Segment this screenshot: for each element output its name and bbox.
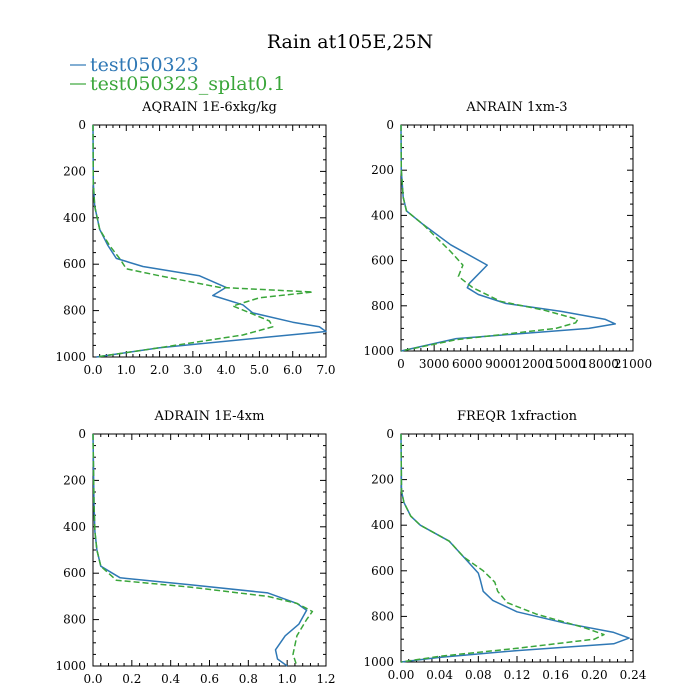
x-tick-label: 3.0	[183, 363, 202, 377]
y-tick-label: 0	[78, 427, 86, 441]
x-tick-label: 12000	[514, 357, 552, 371]
x-tick-label: 1.0	[278, 672, 297, 686]
y-tick-label: 1000	[55, 659, 86, 673]
x-tick-label: 4.0	[217, 363, 236, 377]
x-tick-label: 0.24	[620, 668, 647, 682]
y-tick-label: 0	[386, 427, 394, 441]
panel-title: ANRAIN 1xm-3	[465, 100, 567, 115]
y-tick-label: 600	[371, 254, 394, 268]
y-tick-label: 1000	[363, 344, 394, 358]
y-tick-label: 200	[371, 163, 394, 177]
y-tick-label: 400	[63, 520, 86, 534]
x-tick-label: 0.12	[504, 668, 531, 682]
y-tick-label: 400	[371, 518, 394, 532]
y-tick-label: 400	[371, 208, 394, 222]
series-line-test050323	[400, 433, 630, 663]
x-tick-label: 1.0	[117, 363, 136, 377]
y-tick-label: 800	[63, 613, 86, 627]
series-line-test050323-splat0.1	[400, 124, 579, 352]
x-tick-label: 0	[397, 357, 405, 371]
y-tick-label: 800	[63, 304, 86, 318]
x-tick-label: 3000	[419, 357, 450, 371]
plot-frame	[400, 433, 634, 663]
y-tick-label: 200	[63, 164, 86, 178]
y-tick-label: 0	[386, 118, 394, 132]
x-tick-label: 0.20	[581, 668, 608, 682]
series-line-test050323-splat0.1	[92, 433, 314, 667]
y-tick-label: 1000	[55, 350, 86, 364]
y-tick-label: 800	[371, 299, 394, 313]
panel-title: FREQR 1xfraction	[457, 409, 578, 424]
x-tick-label: 0.08	[465, 668, 492, 682]
y-tick-label: 600	[63, 257, 86, 271]
x-tick-label: 0.04	[426, 668, 453, 682]
x-tick-label: 0.0	[83, 363, 102, 377]
x-tick-label: 0.6	[200, 672, 219, 686]
chart-panel-4: FREQR 1xfraction 0.00 0.04 0.08 0.12 0.16 0.20…	[363, 409, 646, 682]
legend: test050323 test050323_splat0.1	[70, 54, 285, 95]
y-tick-label: 600	[371, 564, 394, 578]
x-tick-label: 6000	[452, 357, 483, 371]
x-tick-label: 2.0	[150, 363, 169, 377]
x-tick-label: 0.2	[122, 672, 141, 686]
x-tick-label: 0.16	[542, 668, 569, 682]
plot-frame	[400, 124, 634, 352]
x-tick-label: 21000	[614, 357, 652, 371]
series-line-test050323	[400, 124, 617, 352]
x-tick-label: 0.0	[83, 672, 102, 686]
series-line-test050323-splat0.1	[400, 433, 605, 663]
y-tick-label: 600	[63, 566, 86, 580]
figure-title: Rain at105E,25N	[267, 31, 433, 53]
y-tick-label: 0	[78, 118, 86, 132]
x-tick-label: 15000	[548, 357, 586, 371]
panel-title: ADRAIN 1E-4xm	[154, 409, 265, 424]
panel-title: AQRAIN 1E-6xkg/kg	[141, 100, 277, 115]
y-tick-label: 800	[371, 609, 394, 623]
chart-panels: AQRAIN 1E-6xkg/kg 0.0 1.0 2.0 3.0 4.0 5.0 6.0 7.…	[55, 100, 652, 686]
series-line-test050323	[92, 433, 308, 667]
y-tick-label: 400	[63, 211, 86, 225]
chart-panel-1: AQRAIN 1E-6xkg/kg 0.0 1.0 2.0 3.0 4.0 5.0 6.0 7.…	[55, 100, 335, 377]
series-line-test050323-splat0.1	[92, 124, 314, 358]
x-tick-label: 9000	[485, 357, 516, 371]
y-tick-label: 200	[371, 473, 394, 487]
x-tick-label: 0.4	[161, 672, 180, 686]
x-tick-label: 0.00	[388, 668, 415, 682]
legend-label-series1: test050323	[90, 54, 199, 76]
chart-panel-3: ADRAIN 1E-4xm 0.0 0.2 0.4 0.6 0.8 1.0 1.2 0 200 40…	[55, 409, 335, 686]
x-tick-label: 0.8	[239, 672, 258, 686]
x-tick-label: 5.0	[250, 363, 269, 377]
y-tick-label: 1000	[363, 655, 394, 669]
x-tick-label: 6.0	[283, 363, 302, 377]
series-line-test050323	[92, 124, 327, 358]
legend-label-series2: test050323_splat0.1	[90, 73, 285, 95]
x-tick-label: 1.2	[316, 672, 335, 686]
y-tick-label: 200	[63, 473, 86, 487]
x-tick-label: 18000	[581, 357, 619, 371]
x-tick-label: 7.0	[316, 363, 335, 377]
chart-panel-2: ANRAIN 1xm-30 3000 6000 9000120001500018000…	[363, 100, 652, 371]
